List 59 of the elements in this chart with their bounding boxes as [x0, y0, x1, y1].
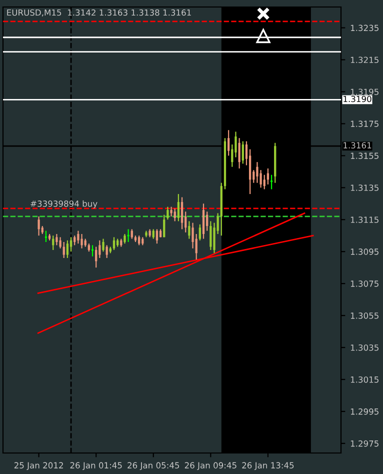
- y-tick-label: 1.3155: [350, 152, 378, 159]
- candlestick: [74, 235, 76, 246]
- candlestick: [70, 236, 72, 252]
- candlestick: [192, 222, 194, 249]
- candlestick: [188, 220, 190, 240]
- candlestick: [166, 206, 169, 220]
- x-tick-label: 26 Jan 01:45: [70, 462, 122, 470]
- candlestick: [124, 233, 126, 244]
- ref-line-label: 1.3190: [344, 96, 372, 102]
- x-tick-label: 26 Jan 09:45: [184, 462, 236, 470]
- candlestick: [234, 131, 237, 158]
- y-tick-label: 1.3095: [350, 248, 378, 255]
- y-tick-label: 1.2995: [350, 408, 378, 415]
- ref-line-label: 1.3161: [344, 142, 372, 148]
- y-tick-label: 1.2975: [350, 440, 378, 447]
- candlestick: [170, 206, 172, 217]
- candlestick: [242, 140, 244, 164]
- chart-title: EURUSD,M15 1.3142 1.3163 1.3138 1.3161: [7, 9, 191, 17]
- candlestick: [177, 193, 180, 222]
- y-tick-label: 1.3215: [350, 56, 378, 64]
- y-tick-label: 1.3075: [350, 280, 378, 287]
- candlestick: [206, 211, 208, 232]
- candlestick: [228, 130, 230, 156]
- candlestick: [198, 224, 201, 241]
- candlestick: [112, 236, 116, 251]
- candlestick: [62, 241, 65, 259]
- candlestick: [180, 196, 184, 230]
- x-tick-label: 26 Jan 05:45: [128, 462, 180, 470]
- candlestick: [102, 238, 104, 252]
- candlestick: [210, 220, 212, 251]
- ref-line-label: #33939894 buy: [30, 200, 98, 208]
- y-tick-label: 1.3235: [350, 24, 378, 32]
- y-tick-label: 1.3135: [350, 184, 378, 191]
- candlestick: [138, 235, 140, 246]
- candlestick: [80, 233, 83, 249]
- candlestick: [98, 240, 101, 259]
- y-tick-label: 1.3175: [350, 120, 378, 127]
- candlestick: [163, 214, 166, 238]
- candlestick: [95, 246, 98, 268]
- x-tick-label: 25 Jan 2012: [14, 462, 63, 470]
- y-tick-label: 1.3035: [350, 344, 378, 351]
- candlestick: [106, 244, 108, 259]
- y-tick-label: 1.3195: [350, 88, 378, 96]
- candlestick: [59, 236, 62, 249]
- candlestick: [156, 228, 158, 244]
- y-tick-label: 1.3055: [350, 312, 378, 319]
- candlestick: [77, 230, 80, 244]
- y-tick-label: 1.3015: [350, 376, 378, 383]
- candlestick: [202, 203, 205, 240]
- candlestick: [248, 148, 252, 195]
- candlestick: [174, 208, 176, 222]
- candlestick: [256, 162, 258, 184]
- candlestick: [238, 138, 240, 170]
- candlestick: [263, 174, 266, 190]
- candlestick: [38, 216, 40, 236]
- candlestick: [66, 240, 69, 259]
- candlestick: [56, 233, 58, 246]
- x-tick-label: 26 Jan 13:45: [242, 462, 294, 470]
- y-tick-label: 1.3115: [350, 216, 378, 223]
